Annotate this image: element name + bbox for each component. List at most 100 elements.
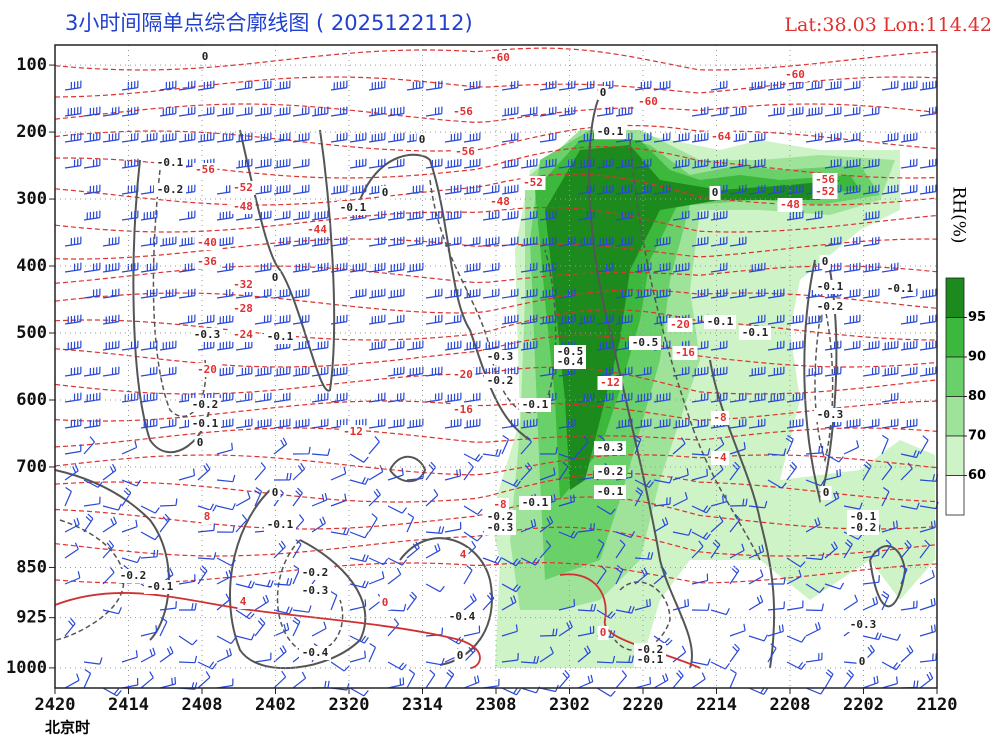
wind-barb [653, 517, 669, 533]
wind-barb [691, 288, 709, 299]
wind-barb [140, 132, 158, 143]
wind-barb [254, 366, 272, 377]
wind-barb [881, 434, 889, 455]
wind-barb [919, 520, 936, 533]
wind-barb [482, 184, 500, 195]
label-background [189, 398, 221, 412]
x-tick-label: 2408 [182, 695, 223, 715]
wind-barb [900, 462, 913, 481]
wind-barb [83, 496, 101, 507]
wind-barb [710, 340, 728, 351]
wind-barb [786, 661, 806, 670]
wind-barb [463, 184, 481, 195]
label-background [777, 198, 803, 212]
wind-barb [786, 314, 804, 325]
contour-label: -48 [490, 195, 510, 208]
contour-label: 0 [600, 86, 607, 99]
wind-barb [520, 314, 538, 325]
wind-barb [273, 392, 291, 403]
contour-label: -16 [675, 346, 695, 359]
contour-label: -4 [713, 451, 727, 464]
contour-line [814, 299, 834, 463]
label-background [446, 610, 478, 624]
wind-barb [273, 622, 290, 637]
wind-barb [330, 106, 348, 117]
isotherm-line [54, 289, 938, 314]
wind-barb [425, 461, 437, 481]
wind-barb [406, 669, 416, 689]
colorbar: 95 90 80 70 60 [945, 277, 986, 516]
label-background [635, 95, 661, 109]
x-tick-label: 2402 [255, 695, 296, 715]
wind-barb [843, 340, 861, 351]
wind-barb [254, 392, 272, 403]
wind-barb [748, 569, 764, 585]
wind-barb [786, 557, 806, 568]
label-background [457, 548, 469, 562]
wind-barb [596, 106, 614, 117]
wind-barb [235, 580, 255, 589]
wind-barb [862, 210, 880, 221]
contour-label: -0.1 [817, 280, 844, 293]
wind-barb [425, 526, 445, 534]
wind-barb [349, 453, 369, 463]
wind-barb [387, 677, 405, 689]
wind-barb [862, 158, 880, 169]
wind-barb [425, 158, 443, 169]
wind-barb [216, 678, 234, 689]
wind-barb [102, 516, 117, 533]
wind-barb [919, 80, 937, 91]
wind-barb [577, 470, 595, 481]
wind-barb [596, 655, 616, 664]
wind-barb [83, 479, 103, 488]
wind-barb [767, 340, 785, 351]
wind-barb [83, 288, 101, 299]
wind-barb [254, 652, 272, 663]
wind-barb [558, 670, 570, 689]
wind-barb [919, 671, 934, 689]
wind-barb [577, 184, 595, 195]
label-background [154, 183, 186, 197]
wind-barb [254, 288, 272, 299]
wind-barb [425, 488, 439, 507]
wind-barb [368, 158, 386, 169]
isotherm-line [54, 309, 938, 341]
wind-barb [368, 106, 386, 117]
contour-label: 0 [822, 255, 829, 268]
wind-barb [748, 262, 766, 273]
contour-label: -0.2 [817, 300, 844, 313]
wind-barb [539, 80, 557, 91]
wind-barb [311, 392, 329, 403]
wind-barb [368, 513, 378, 533]
wind-barb [653, 288, 671, 299]
wind-barb [330, 590, 338, 611]
wind-barb [881, 591, 890, 611]
wind-barb [406, 541, 420, 559]
wind-barb [102, 262, 120, 273]
wind-barb [235, 418, 253, 429]
wind-barb [615, 106, 633, 117]
contour-label: -56 [455, 145, 475, 158]
contour-label: -0.1 [267, 518, 294, 531]
y-tick-label: 200 [16, 122, 47, 142]
wind-barb [900, 540, 912, 559]
wind-barb [330, 262, 348, 273]
wind-barb [843, 539, 853, 559]
wind-barb [501, 557, 521, 567]
wind-barb [406, 513, 415, 533]
label-background [629, 336, 661, 350]
wind-barb [368, 340, 386, 351]
wind-barb [786, 392, 804, 403]
wind-barb [235, 288, 253, 299]
wind-barb [444, 468, 462, 481]
wind-barb [482, 556, 503, 565]
wind-barb [900, 645, 914, 663]
contour-line [359, 153, 531, 441]
isotherm-line [54, 561, 938, 584]
wind-barb [273, 606, 293, 615]
wind-barb [83, 106, 101, 117]
contour-label: -52 [523, 176, 543, 189]
wind-barb [140, 625, 158, 637]
wind-barb [83, 210, 101, 221]
wind-barb [197, 523, 215, 533]
